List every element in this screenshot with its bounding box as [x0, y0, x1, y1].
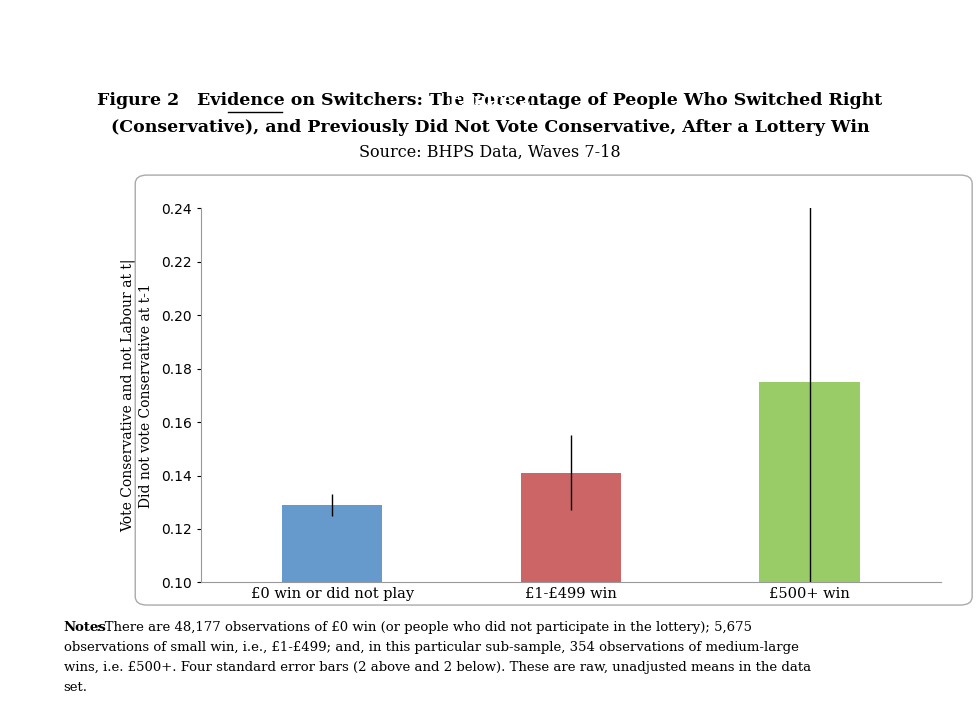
- Text: (Conservative), and Previously Did Not Vote Conservative, After a Lottery Win: (Conservative), and Previously Did Not V…: [111, 119, 869, 136]
- Bar: [520, 473, 621, 582]
- Text: Notes: Notes: [64, 621, 107, 634]
- Text: set.: set.: [64, 681, 87, 693]
- Bar: [282, 505, 382, 582]
- Text: wins, i.e. £500+. Four standard error bars (2 above and 2 below). These are raw,: wins, i.e. £500+. Four standard error ba…: [64, 661, 810, 674]
- Text: Source: BHPS Data, Waves 7-18: Source: BHPS Data, Waves 7-18: [360, 144, 620, 161]
- Text: Figure 2: Figure 2: [449, 92, 531, 109]
- Y-axis label: Vote Conservative and not Labour at t|
Did not vote Conservative at t-1: Vote Conservative and not Labour at t| D…: [122, 258, 153, 532]
- Bar: [760, 382, 859, 582]
- Text: : There are 48,177 observations of £0 win (or people who did not participate in : : There are 48,177 observations of £0 wi…: [96, 621, 752, 634]
- Text: observations of small win, i.e., £1-£499; and, in this particular sub-sample, 35: observations of small win, i.e., £1-£499…: [64, 641, 799, 654]
- Text: Figure 2   Evidence on Switchers: The Percentage of People Who Switched Right: Figure 2 Evidence on Switchers: The Perc…: [97, 92, 883, 109]
